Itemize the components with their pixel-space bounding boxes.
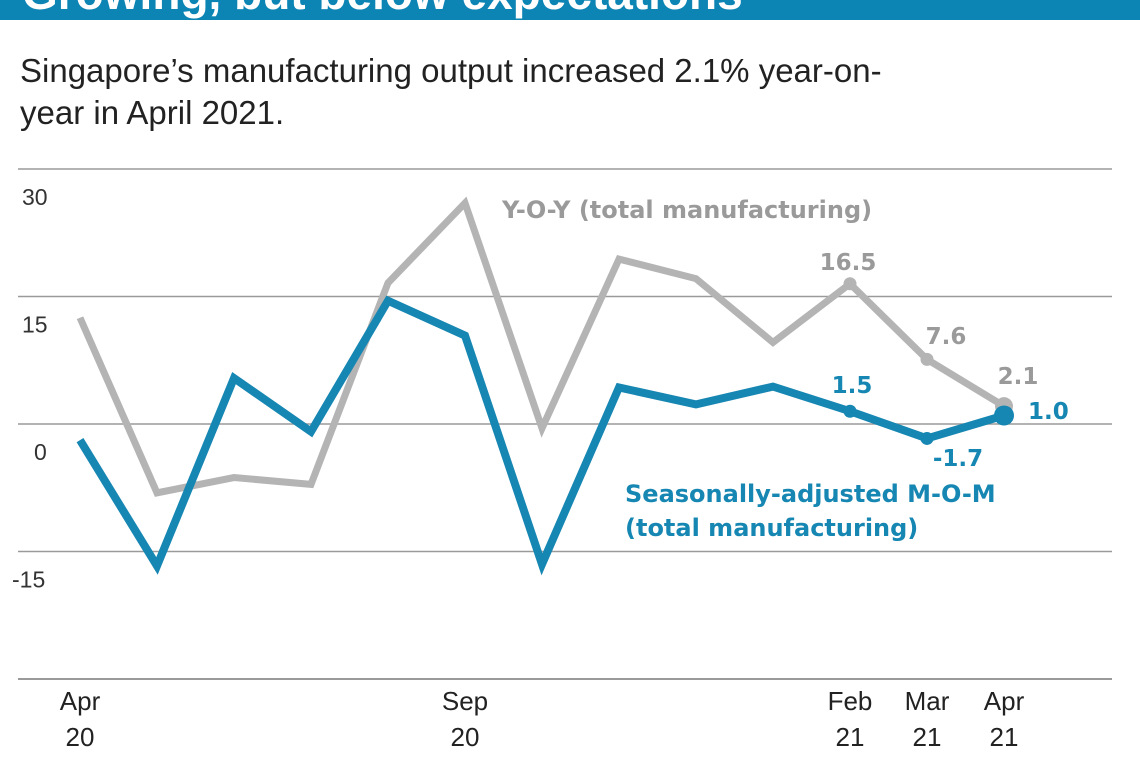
data-label: -1.7	[933, 446, 983, 472]
data-point	[843, 404, 857, 418]
yoy-series-label: Y-O-Y (total manufacturing)	[501, 196, 872, 224]
x-tick-label: Apr	[984, 686, 1025, 716]
mom-series-label: (total manufacturing)	[625, 514, 918, 542]
y-tick-label: -15	[12, 567, 45, 593]
y-tick-label: 15	[22, 312, 48, 338]
x-tick-label: Sep	[442, 686, 488, 716]
data-point	[843, 277, 857, 291]
x-tick-label: 21	[836, 722, 865, 752]
chart-subtitle: Singapore’s manufacturing output increas…	[20, 52, 882, 131]
data-label: 1.0	[1028, 399, 1069, 425]
yoy-line	[76, 196, 1006, 497]
data-point	[994, 405, 1014, 426]
y-tick-label: 0	[34, 439, 47, 465]
x-tick-label: 21	[990, 722, 1019, 752]
x-tick-label: Feb	[828, 686, 873, 716]
title-bar: Growing, but below expectations	[0, 0, 1140, 20]
x-tick-label: 20	[66, 722, 95, 752]
x-tick-label: 20	[451, 722, 480, 752]
x-tick-label: Apr	[60, 686, 101, 716]
data-label: 7.6	[926, 324, 967, 350]
x-tick-label: Mar	[905, 686, 950, 716]
chart-title: Growing, but below expectations	[22, 0, 743, 20]
data-point	[920, 431, 934, 445]
data-label: 1.5	[832, 373, 873, 399]
y-tick-label: 30	[22, 184, 48, 210]
data-label: 16.5	[820, 250, 877, 276]
mom-series-label: Seasonally-adjusted M-O-M	[625, 480, 996, 508]
x-tick-label: 21	[913, 722, 942, 752]
data-label: 2.1	[998, 364, 1039, 390]
data-point	[920, 352, 934, 366]
